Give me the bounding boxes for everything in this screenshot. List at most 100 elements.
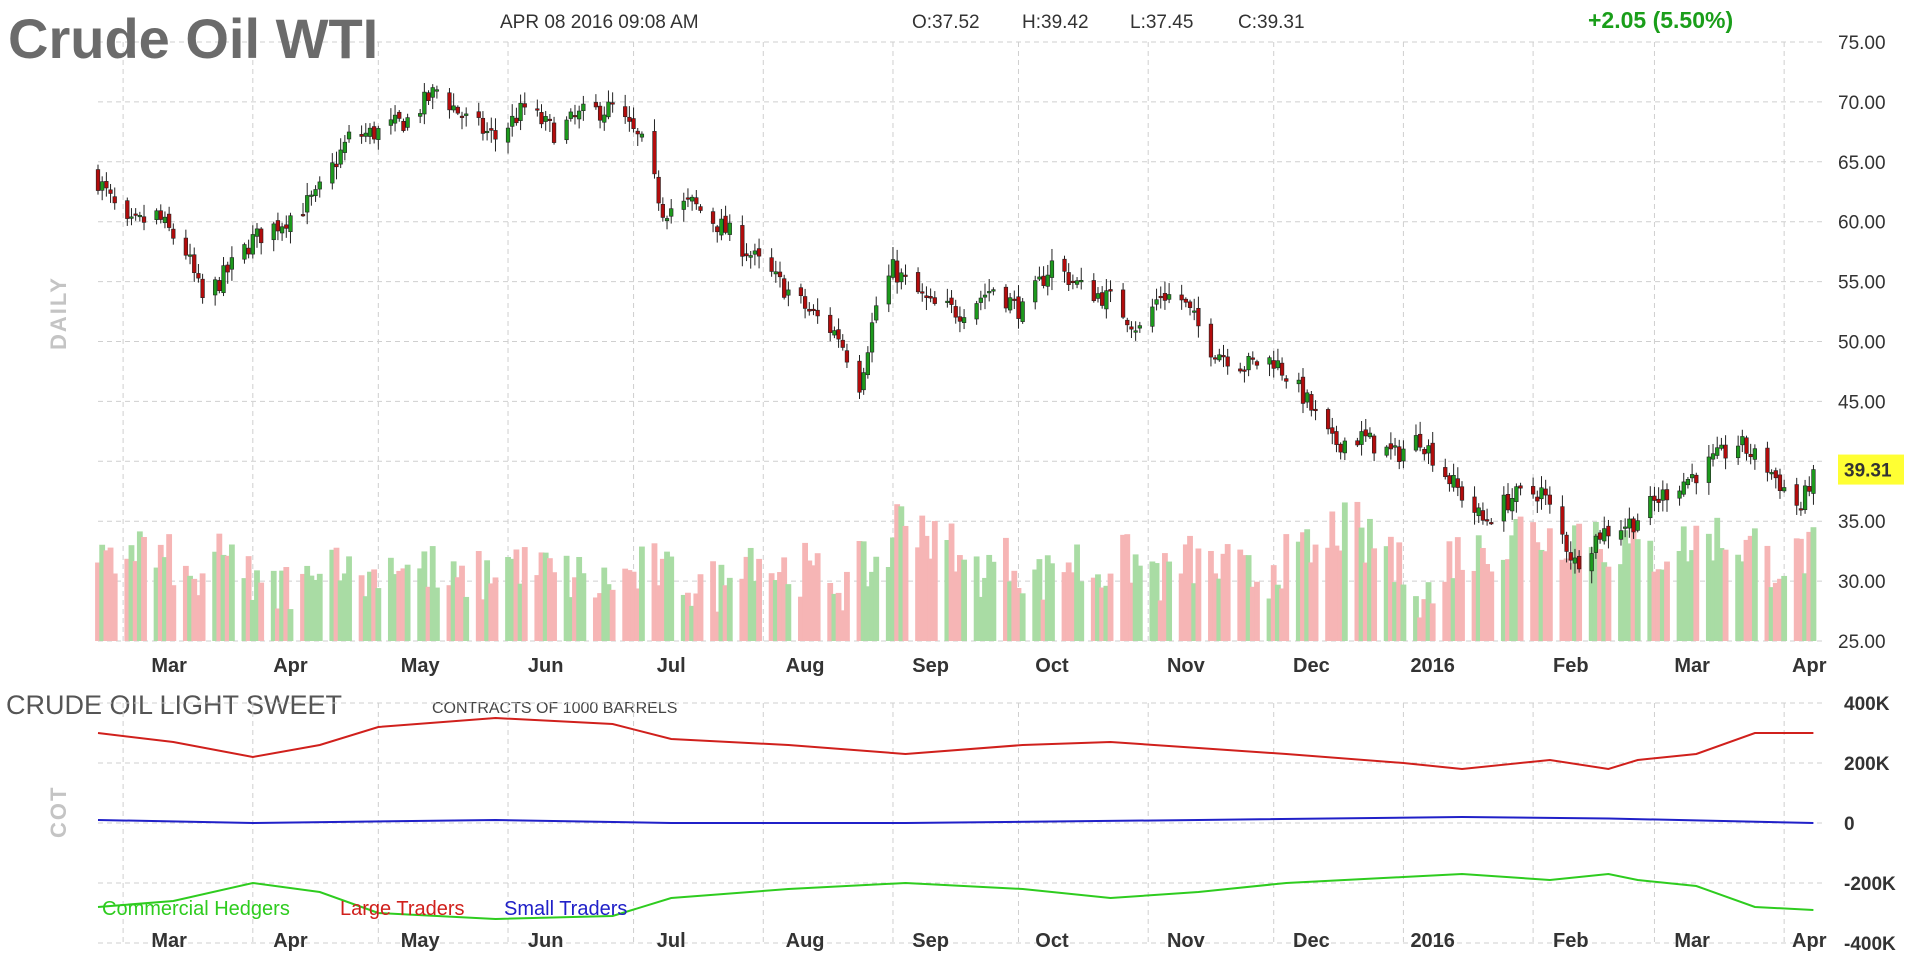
- volume-bar: [689, 605, 696, 641]
- candle: [100, 176, 105, 201]
- volume-bar: [1178, 573, 1185, 641]
- candle: [597, 101, 603, 129]
- volume-bar: [944, 540, 951, 641]
- candle-body: [949, 297, 954, 305]
- candle-body: [1300, 376, 1306, 404]
- volume-bar: [580, 573, 587, 641]
- volume-bar: [1480, 547, 1486, 641]
- volume-bar: [1764, 545, 1771, 641]
- month-label: Mar: [151, 655, 187, 677]
- volume-bar: [1693, 525, 1700, 641]
- candle-body: [639, 133, 645, 138]
- candle-body: [1384, 446, 1389, 456]
- candle: [1656, 487, 1661, 513]
- volume-bar: [1166, 561, 1173, 641]
- candle-body: [1443, 467, 1448, 478]
- candle-body: [890, 259, 896, 278]
- candle-body: [217, 280, 222, 292]
- candle: [915, 267, 921, 294]
- candle-body: [1033, 280, 1038, 303]
- candle: [367, 123, 373, 145]
- candle: [1284, 375, 1289, 389]
- price-tag-background: [1838, 454, 1904, 485]
- candle: [187, 243, 193, 265]
- cot-grid: [98, 702, 1826, 944]
- candle-body: [535, 108, 540, 111]
- candle-body: [1455, 478, 1460, 488]
- candle-body: [154, 210, 159, 220]
- volume-bar: [1747, 535, 1754, 641]
- candle: [1104, 279, 1109, 319]
- volume-bar: [1049, 563, 1055, 641]
- volume-bar: [1216, 578, 1223, 641]
- candle-body: [309, 194, 314, 197]
- candle: [1602, 516, 1607, 545]
- candle-body: [987, 291, 992, 294]
- volume-bar: [1283, 534, 1290, 641]
- candle-body: [1744, 437, 1749, 454]
- cot-month-label: Jul: [657, 930, 686, 952]
- candle-body: [1062, 258, 1067, 272]
- volume-bar: [1371, 548, 1378, 641]
- candle: [1208, 318, 1214, 367]
- candle-body: [229, 257, 235, 270]
- candle-body: [635, 130, 640, 135]
- candle: [857, 355, 862, 399]
- candle-body: [861, 372, 866, 391]
- candle: [229, 246, 235, 281]
- volume-bar: [153, 567, 160, 641]
- candle: [196, 264, 201, 283]
- volume-bar: [831, 593, 838, 641]
- volume-bar: [1266, 598, 1273, 641]
- cot-legend: Commercial Hedgers Large Traders Small T…: [102, 898, 627, 920]
- month-label: 2016: [1410, 655, 1455, 677]
- candle: [564, 116, 569, 144]
- volume-bar: [1417, 617, 1424, 641]
- candle-body: [305, 195, 310, 213]
- candle: [1296, 372, 1301, 393]
- candle: [710, 207, 716, 233]
- candle-body: [451, 105, 456, 111]
- volume-bar: [697, 574, 704, 641]
- volume-bar: [923, 535, 930, 641]
- candle-body: [1547, 494, 1552, 505]
- candle: [338, 138, 343, 169]
- volume-bar: [304, 565, 311, 641]
- candle: [1397, 439, 1402, 470]
- candle-body: [798, 287, 804, 296]
- candle-body: [275, 220, 281, 232]
- volume-bar: [659, 558, 666, 641]
- candle-body: [802, 296, 808, 309]
- candle: [1589, 546, 1594, 584]
- candle-body: [1589, 553, 1594, 572]
- volume-bar: [375, 588, 382, 641]
- candle: [1744, 435, 1749, 461]
- price-tick-label: 55.00: [1838, 273, 1886, 294]
- candle-body: [777, 271, 783, 278]
- volume-bar: [639, 546, 645, 641]
- volume-bar: [1358, 527, 1365, 641]
- cot-tick-label: 400K: [1844, 694, 1890, 715]
- candle: [95, 164, 101, 195]
- volume-bar: [1810, 527, 1817, 641]
- candle-body: [388, 119, 393, 126]
- candle-body: [1217, 354, 1222, 361]
- volume-bar: [1003, 537, 1009, 641]
- candle-body: [1363, 429, 1368, 437]
- candle: [459, 111, 465, 130]
- candle-body: [464, 113, 469, 116]
- candle-body: [1296, 379, 1301, 385]
- candle: [1330, 417, 1335, 445]
- candle: [886, 264, 891, 313]
- candle: [171, 223, 176, 245]
- candle: [1242, 366, 1247, 383]
- candle-body: [359, 134, 364, 137]
- volume-bar: [869, 571, 875, 641]
- candle-body: [484, 130, 490, 134]
- candle-body: [1514, 486, 1519, 502]
- volume-bar: [132, 561, 139, 641]
- volume-bar: [1396, 542, 1403, 641]
- candle-body: [346, 131, 352, 140]
- candle-body: [627, 116, 632, 122]
